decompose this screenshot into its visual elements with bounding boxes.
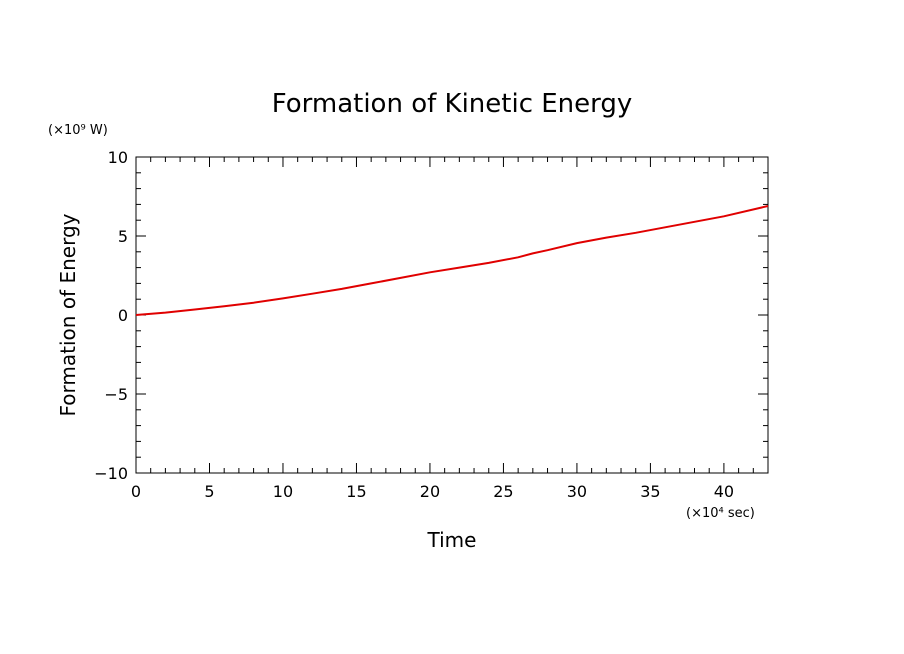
x-tick-label: 20 xyxy=(420,482,440,501)
x-axis-label: Time xyxy=(427,528,477,552)
y-tick-label: 5 xyxy=(118,227,128,246)
x-tick-label: 0 xyxy=(131,482,141,501)
series-group xyxy=(135,205,769,316)
y-axis-label: Formation of Energy xyxy=(56,213,80,416)
x-unit-label: (×10⁴ sec) xyxy=(686,506,755,521)
series-line xyxy=(135,205,769,316)
x-tick-label: 5 xyxy=(204,482,214,501)
axis-ticks xyxy=(135,156,769,474)
y-tick-label: 10 xyxy=(108,148,128,167)
y-tick-label: −5 xyxy=(104,385,128,404)
x-tick-label: 40 xyxy=(714,482,734,501)
y-tick-label: 0 xyxy=(118,306,128,325)
x-tick-label: 35 xyxy=(640,482,660,501)
x-tick-label: 30 xyxy=(567,482,587,501)
chart-title: Formation of Kinetic Energy xyxy=(272,89,633,119)
x-tick-label: 25 xyxy=(493,482,513,501)
y-unit-label: (×10⁹ W) xyxy=(48,123,108,138)
axis-tick-labels: 0 5 10 15 20 25 30 35 40 −10 −5 0 5 10 xyxy=(94,148,734,501)
x-tick-label: 15 xyxy=(346,482,366,501)
y-tick-label: −10 xyxy=(94,464,128,483)
plot-frame xyxy=(135,156,769,474)
x-tick-label: 10 xyxy=(273,482,293,501)
